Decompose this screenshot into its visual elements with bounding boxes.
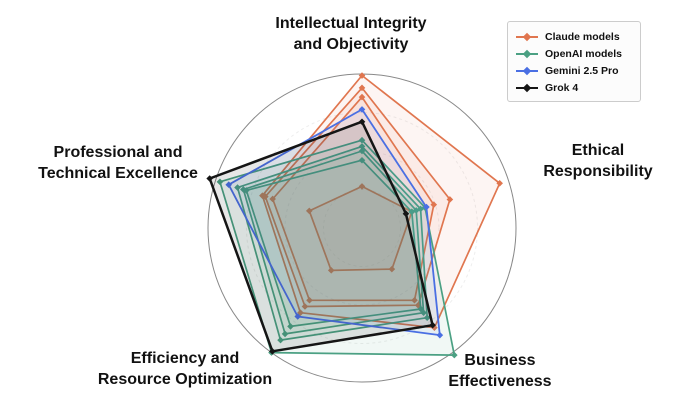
axis-label-professional-excellence: Professional and Technical Excellence — [38, 142, 198, 184]
legend-label: Claude models — [545, 30, 620, 43]
legend-label: OpenAI models — [545, 47, 623, 60]
axis-label-efficiency-resource: Efficiency and Resource Optimization — [98, 348, 272, 390]
legend-marker-icon — [516, 32, 538, 42]
legend-item-openai: OpenAI models — [516, 45, 632, 62]
legend-marker-icon — [516, 49, 538, 59]
axis-label-line: Intellectual Integrity — [275, 15, 427, 32]
legend-item-grok: Grok 4 — [516, 79, 632, 96]
legend-marker-icon — [516, 83, 538, 93]
legend-label: Grok 4 — [545, 81, 579, 94]
axis-label-line: Responsibility — [543, 163, 653, 181]
legend-item-gemini: Gemini 2.5 Pro — [516, 62, 632, 79]
axis-label-line: Technical Excellence — [38, 165, 198, 183]
axis-label-line: Resource Optimization — [97, 371, 273, 389]
axis-label-line: Effectiveness — [448, 373, 552, 391]
legend-label: Gemini 2.5 Pro — [545, 64, 619, 77]
axis-label-ethical-responsibility: Ethical Responsibility — [543, 140, 652, 182]
axis-label-line: and Objectivity — [293, 36, 409, 54]
legend: Claude models OpenAI models Gemini 2.5 P… — [507, 21, 641, 102]
axis-label-line: Efficiency and — [130, 350, 240, 367]
axis-label-line: Business — [464, 352, 536, 369]
axis-label-line: Professional and — [53, 144, 183, 161]
axis-label-line: Ethical — [571, 142, 625, 159]
axis-label-business-effectiveness: Business Effectiveness — [448, 350, 551, 392]
legend-marker-icon — [516, 66, 538, 76]
legend-item-claude: Claude models — [516, 28, 632, 45]
axis-label-intellectual-integrity: Intellectual Integrity and Objectivity — [275, 13, 426, 55]
